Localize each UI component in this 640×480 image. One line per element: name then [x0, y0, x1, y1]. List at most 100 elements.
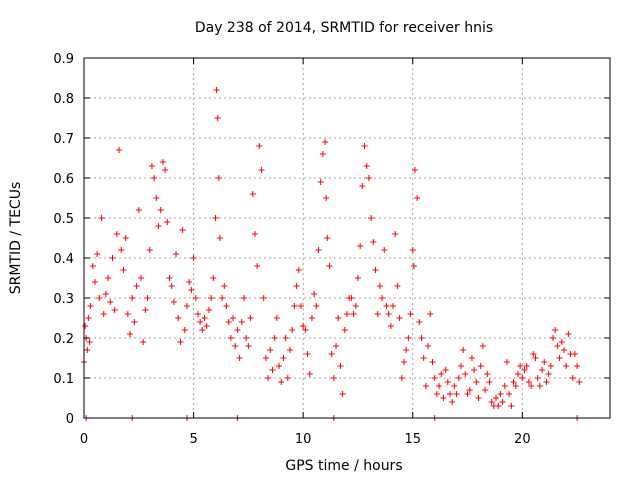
data-point: [536, 383, 543, 389]
data-point: [344, 311, 350, 317]
data-point: [148, 163, 155, 169]
data-point: [477, 363, 484, 369]
data-point: [107, 299, 114, 305]
data-point: [276, 363, 283, 369]
data-point: [545, 371, 552, 377]
x-tick-label: 15: [404, 432, 421, 447]
data-point: [374, 311, 381, 317]
data-point: [300, 323, 307, 329]
data-point: [558, 339, 565, 345]
y-tick-label: 0.8: [53, 92, 74, 107]
data-point: [333, 343, 340, 349]
y-tick-label: 0.5: [53, 212, 74, 227]
data-point: [186, 279, 193, 285]
data-point: [91, 279, 98, 285]
data-point: [431, 375, 438, 381]
data-point: [82, 323, 89, 329]
data-point: [407, 311, 414, 317]
data-point: [363, 163, 370, 169]
data-point: [260, 295, 267, 301]
data-point: [466, 387, 473, 393]
data-point: [213, 87, 220, 93]
data-point: [457, 363, 464, 369]
data-point: [368, 215, 375, 221]
data-point: [223, 303, 230, 309]
data-point: [302, 327, 309, 333]
data-point: [410, 263, 417, 269]
data-point: [323, 195, 330, 201]
data-point: [532, 355, 539, 361]
data-point: [418, 335, 425, 341]
data-point: [122, 235, 129, 241]
data-point: [297, 303, 304, 309]
data-point: [159, 159, 166, 165]
y-tick-label: 0.3: [53, 292, 74, 307]
data-point: [357, 243, 364, 249]
x-tick-labels: 0 5 10 15 20: [80, 432, 531, 447]
data-point: [168, 283, 175, 289]
data-point: [519, 375, 526, 381]
axis-ticks: [83, 57, 610, 419]
data-point: [554, 343, 561, 349]
data-point: [102, 291, 109, 297]
data-point: [497, 391, 504, 397]
data-point: [247, 315, 254, 321]
y-tick-labels: 0 0.1 0.2 0.3 0.4 0.5 0.6 0.7 0.8 0.9: [53, 52, 74, 427]
data-point: [282, 335, 289, 341]
data-point: [280, 355, 287, 361]
data-point: [348, 295, 355, 301]
data-point: [499, 399, 506, 405]
data-point: [416, 319, 423, 325]
data-point: [569, 375, 576, 381]
data-point: [164, 219, 171, 225]
plot-frame: [83, 57, 611, 419]
data-point: [556, 355, 563, 361]
data-point: [113, 231, 120, 237]
data-point: [547, 363, 554, 369]
data-point: [225, 319, 232, 325]
x-axis-label: GPS time / hours: [285, 458, 402, 474]
data-point: [550, 335, 557, 341]
data-point: [525, 379, 532, 385]
data-point: [173, 251, 180, 257]
data-point: [484, 371, 491, 377]
y-tick-label: 0.4: [53, 252, 74, 267]
data-point: [359, 183, 366, 189]
data-point: [287, 347, 294, 353]
data-point: [208, 295, 215, 301]
data-point: [215, 175, 222, 181]
data-point: [245, 343, 252, 349]
data-point: [449, 399, 456, 405]
data-point: [453, 391, 460, 397]
data-point: [258, 167, 265, 173]
data-point: [341, 327, 348, 333]
data-point: [403, 347, 410, 353]
data-point: [488, 399, 495, 405]
data-point: [190, 255, 197, 261]
y-tick-label: 0.2: [53, 332, 74, 347]
data-point: [118, 247, 125, 253]
data-point: [400, 359, 407, 365]
data-point: [414, 195, 421, 201]
data-point: [317, 179, 324, 185]
data-point: [394, 283, 401, 289]
data-point: [390, 303, 397, 309]
y-axis-label: SRMTID / TECUs: [8, 182, 24, 295]
data-point: [462, 371, 469, 377]
data-point: [324, 235, 331, 241]
data-point: [278, 379, 285, 385]
x-tick-label: 5: [189, 432, 197, 447]
data-point: [455, 375, 462, 381]
data-point: [409, 247, 416, 253]
data-point: [96, 295, 103, 301]
data-point: [86, 339, 93, 345]
data-point: [523, 363, 530, 369]
data-point: [238, 319, 245, 325]
data-point: [199, 327, 206, 333]
data-point: [442, 367, 449, 373]
data-point: [175, 315, 182, 321]
data-point: [387, 323, 394, 329]
data-point: [495, 403, 502, 409]
data-point: [420, 355, 427, 361]
